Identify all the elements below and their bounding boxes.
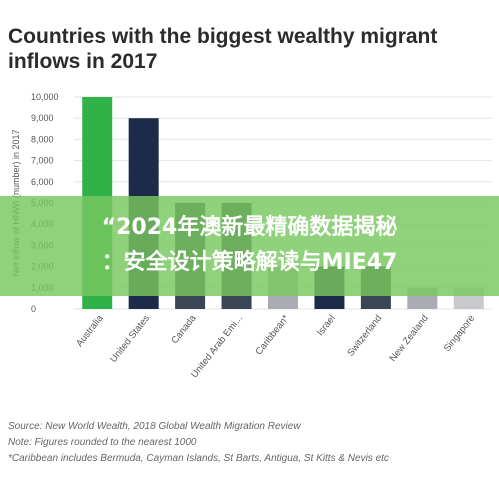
x-tick-label: New Zealand bbox=[388, 313, 431, 364]
chart-title-line-2: inflows in 2017 bbox=[8, 50, 158, 73]
rounding-note: Note: Figures rounded to the nearest 100… bbox=[8, 437, 197, 448]
overlay-text-line-2: ：安全设计策略解读与MIE47 bbox=[101, 250, 398, 275]
x-tick-label: United Arab Emi... bbox=[189, 313, 245, 380]
overlay-text-line-1: “2024年澳新最精确数据揭秘 bbox=[101, 215, 398, 240]
overlay-banner bbox=[0, 196, 499, 296]
x-tick-label: Israel bbox=[315, 313, 338, 338]
y-tick-label: 10,000 bbox=[31, 92, 59, 102]
y-tick-label: 0 bbox=[31, 304, 36, 314]
x-tick-label: United States bbox=[108, 313, 152, 365]
y-tick-label: 8,000 bbox=[31, 134, 54, 144]
chart-title-line-1: Countries with the biggest wealthy migra… bbox=[8, 25, 438, 48]
chart-footer: Source: New World Wealth, 2018 Global We… bbox=[8, 419, 488, 467]
x-tick-label: Australia bbox=[74, 313, 106, 349]
y-tick-label: 7,000 bbox=[31, 156, 54, 166]
x-tick-label: Caribbean* bbox=[253, 313, 291, 357]
chart-title: Countries with the biggest wealthy migra… bbox=[8, 24, 488, 74]
x-tick-label: Singapore bbox=[442, 313, 477, 354]
y-tick-label: 9,000 bbox=[31, 113, 54, 123]
caribbean-note: *Caribbean includes Bermuda, Cayman Isla… bbox=[8, 453, 389, 464]
y-tick-label: 6,000 bbox=[31, 177, 54, 187]
source-note: Source: New World Wealth, 2018 Global We… bbox=[8, 421, 301, 432]
x-tick-label: Canada bbox=[169, 313, 199, 347]
x-tick-label: Switzerland bbox=[345, 313, 384, 358]
